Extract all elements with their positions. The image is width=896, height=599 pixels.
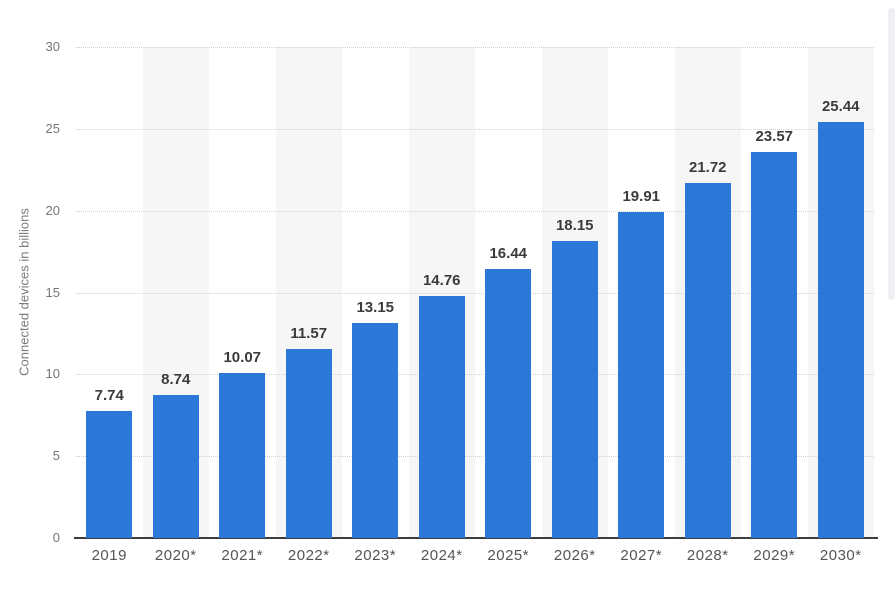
x-tick-label-2019: 2019: [91, 547, 127, 564]
scrollbar-thumb[interactable]: [888, 8, 895, 300]
plot-column-2023: 13.15: [342, 47, 409, 538]
bar-value-label-2024: 14.76: [422, 272, 461, 290]
plot-column-2027: 19.91: [608, 47, 675, 538]
plot-column-2021: 10.07: [209, 47, 276, 538]
y-tick-label-15: 15: [45, 284, 60, 300]
bar-value-label-2027: 19.91: [622, 188, 661, 206]
y-tick-label-0: 0: [52, 530, 60, 545]
gridline-5: [76, 456, 874, 458]
plot-area: 7.74 8.74 10.07 11.57 13.15 14.76 16.44 18.15 19…: [76, 47, 874, 538]
gridline-25: [76, 128, 874, 130]
y-tick-label-25: 25: [45, 120, 60, 136]
x-tick-label-2028: 2028*: [686, 547, 729, 564]
x-tick-label-2021: 2021*: [221, 547, 264, 564]
x-tick-label-2025: 2025*: [487, 547, 530, 564]
plot-column-2019: 7.74: [76, 47, 143, 538]
bar-value-label-2029: 23.57: [755, 128, 794, 146]
bar-value-label-2030: 25.44: [821, 97, 860, 115]
bar-value-label-2019: 7.74: [94, 387, 124, 405]
gridline-20: [76, 210, 874, 212]
gridline-30: [76, 47, 874, 48]
bar-value-label-2028: 21.72: [688, 158, 727, 176]
y-tick-label-30: 30: [45, 39, 60, 54]
x-tick-label-2024: 2024*: [420, 547, 463, 564]
bar-2021[interactable]: [219, 373, 266, 538]
y-tick-label-20: 20: [45, 202, 60, 218]
x-tick-label-2030: 2030*: [819, 547, 862, 564]
bar-value-label-2020: 8.74: [161, 370, 191, 388]
y-tick-label-10: 10: [45, 366, 60, 382]
y-tick-label-5: 5: [52, 448, 60, 464]
bar-value-label-2021: 10.07: [223, 349, 262, 367]
plot-column-2030: 25.44: [807, 47, 874, 538]
bar-2020[interactable]: [152, 394, 199, 538]
plot-column-2029: 23.57: [741, 47, 808, 538]
x-axis-line: [74, 537, 878, 539]
x-tick-label-2023: 2023*: [354, 547, 397, 564]
bar-value-label-2023: 13.15: [356, 298, 395, 316]
bar-2027[interactable]: [618, 212, 665, 538]
bar-2024[interactable]: [418, 296, 465, 538]
bar-2029[interactable]: [751, 152, 798, 538]
x-tick-label-2020: 2020*: [154, 547, 197, 564]
x-tick-label-2022: 2022*: [287, 547, 330, 564]
bar-2028[interactable]: [684, 182, 731, 538]
bar-value-label-2026: 18.15: [555, 216, 594, 234]
x-tick-label-2027: 2027*: [620, 547, 663, 564]
bar-2023[interactable]: [352, 322, 399, 538]
gridline-10: [76, 374, 874, 376]
bar-2026[interactable]: [551, 240, 598, 538]
gridline-15: [76, 292, 874, 294]
bar-value-label-2025: 16.44: [489, 244, 528, 262]
x-tick-label-2029: 2029*: [753, 547, 796, 564]
bar-2022[interactable]: [285, 348, 332, 538]
bar-value-label-2022: 11.57: [290, 324, 328, 342]
x-tick-label-2026: 2026*: [553, 547, 596, 564]
plot-column-2025: 16.44: [475, 47, 542, 538]
bar-2019[interactable]: [86, 411, 133, 538]
bar-2030[interactable]: [817, 121, 864, 538]
bar-2025[interactable]: [485, 268, 532, 538]
